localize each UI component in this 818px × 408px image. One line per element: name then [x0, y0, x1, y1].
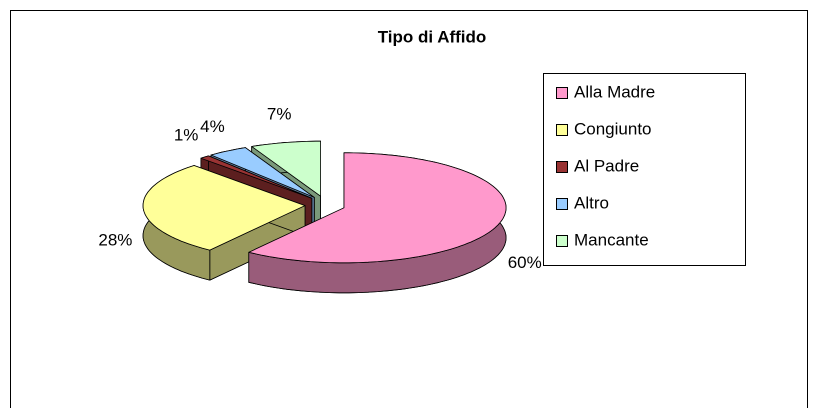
pie: [142, 140, 507, 294]
legend-label: Altro: [574, 193, 609, 212]
legend-label: Al Padre: [574, 156, 639, 175]
data-label: 60%: [508, 253, 542, 272]
chart-border: [10, 10, 808, 408]
legend-swatch: [556, 124, 568, 136]
slice-top: [251, 140, 321, 197]
slice-top: [248, 152, 507, 264]
slice-top: [142, 165, 306, 251]
data-label: 28%: [98, 230, 132, 249]
data-label: 1%: [174, 125, 199, 144]
legend-label: Alla Madre: [574, 82, 655, 101]
legend-swatch: [556, 87, 568, 99]
chart-title: Tipo di Affido: [378, 27, 487, 46]
slice-top: [200, 155, 313, 199]
legend-label: Mancante: [574, 230, 649, 249]
legend-swatch: [556, 198, 568, 210]
data-label: 4%: [200, 117, 225, 136]
legend-swatch: [556, 235, 568, 247]
slice-top: [210, 147, 315, 198]
legend-label: Congiunto: [574, 119, 652, 138]
legend-box: [543, 73, 746, 266]
data-label: 7%: [267, 105, 292, 124]
legend-swatch: [556, 161, 568, 173]
